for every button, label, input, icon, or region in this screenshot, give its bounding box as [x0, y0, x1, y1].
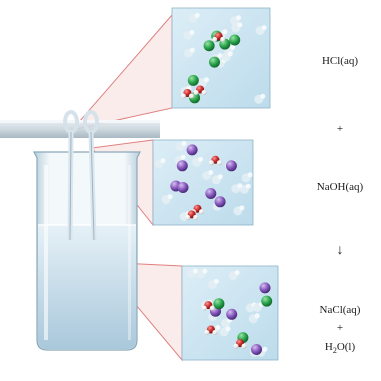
beaker-liquid: [38, 225, 136, 349]
water-molecule-faint: [225, 326, 231, 332]
sodium-atom: [251, 344, 262, 355]
hydrogen-atom: [193, 90, 199, 95]
plus-sign-2: +: [336, 322, 344, 334]
sodium-atom: [226, 308, 238, 320]
chlorine-atom: [229, 34, 241, 46]
product-water-h: H: [324, 341, 333, 353]
water-molecule-faint: [189, 30, 195, 35]
product-water-rest: O(l): [336, 341, 356, 353]
sodium-atom: [225, 160, 237, 172]
water-molecule-faint: [160, 158, 166, 164]
water-molecule-faint: [237, 22, 243, 28]
hydrogen-atom: [188, 93, 194, 99]
water-molecule-faint: [260, 93, 266, 99]
water-molecule-faint: [167, 194, 173, 200]
water-molecule-faint: [239, 205, 245, 211]
water-molecule-faint: [213, 278, 219, 284]
hydrogen-atom: [212, 330, 218, 335]
water-molecule-faint: [237, 183, 243, 189]
water-molecule-faint: [202, 268, 208, 274]
water-molecule-faint: [230, 44, 236, 50]
hydrogen-atom: [208, 160, 214, 166]
panel-nacl-atoms: [186, 268, 273, 357]
water-molecule-faint: [217, 53, 223, 59]
hydrogen-atom: [216, 160, 222, 166]
beaker: [33, 151, 141, 351]
product-water-subscript: 2: [332, 346, 337, 356]
water-molecule-faint: [262, 346, 268, 352]
hydrogen-atom: [185, 214, 191, 220]
water-molecule-faint: [215, 325, 221, 330]
chlorine-atom: [213, 298, 225, 310]
product-water: H2O(l): [300, 341, 380, 357]
hydrogen-atom: [201, 305, 207, 311]
water-molecule-faint: [245, 183, 251, 189]
panel-naoh-atoms: [154, 141, 253, 222]
sodium-atom: [186, 144, 198, 156]
hydrogen-atom: [204, 330, 210, 335]
electrode-tubes: [63, 110, 99, 241]
reactant-naoh: NaOH(aq): [316, 181, 364, 193]
water-molecule-faint: [261, 25, 267, 31]
water-molecule-faint: [222, 29, 228, 35]
water-molecule-faint: [181, 141, 187, 146]
water-molecule-faint: [189, 47, 195, 53]
hydrogen-atom: [193, 214, 199, 220]
water-molecule-faint: [217, 174, 223, 180]
hydrogen-atom: [201, 90, 207, 95]
hydrogen-atom: [212, 36, 218, 42]
water-molecule-faint: [208, 170, 214, 175]
support-rod: [0, 120, 160, 138]
panel-naoh: [152, 139, 254, 226]
reactant-hcl: HCl(aq): [321, 55, 359, 67]
chlorine-atom: [209, 56, 220, 68]
chlorine-atom: [261, 295, 273, 307]
water-molecule-faint: [236, 15, 241, 21]
panel-nacl: [181, 265, 279, 361]
reaction-arrow: ↓: [336, 243, 344, 258]
water-molecule-faint: [247, 172, 253, 178]
water-molecule-faint: [204, 77, 209, 83]
chlorine-atom: [187, 74, 199, 86]
chlorine-atom: [203, 40, 215, 52]
panel-hcl-atoms: [180, 12, 267, 104]
hydrogen-atom: [199, 209, 204, 215]
hydrogen-atom: [241, 343, 247, 349]
sodium-atom: [176, 160, 188, 172]
hydrogen-atom: [233, 343, 239, 349]
water-molecule-faint: [254, 313, 260, 319]
sodium-atom: [214, 196, 226, 208]
plus-sign-1: +: [336, 123, 344, 135]
product-nacl: NaCl(aq): [319, 304, 361, 316]
water-molecule-faint: [192, 268, 198, 274]
sodium-atom: [259, 282, 271, 294]
hydrogen-atom: [220, 36, 226, 42]
hydrogen-atom: [180, 93, 186, 99]
hydrogen-atom: [209, 305, 215, 311]
water-molecule-faint: [198, 156, 204, 162]
sodium-atom: [205, 188, 217, 199]
water-molecule-faint: [180, 154, 186, 160]
sodium-atom: [177, 182, 189, 193]
panel-hcl: [171, 7, 271, 109]
water-molecule-faint: [227, 51, 233, 57]
water-molecule-faint: [194, 12, 200, 18]
water-molecule-faint: [234, 270, 240, 276]
